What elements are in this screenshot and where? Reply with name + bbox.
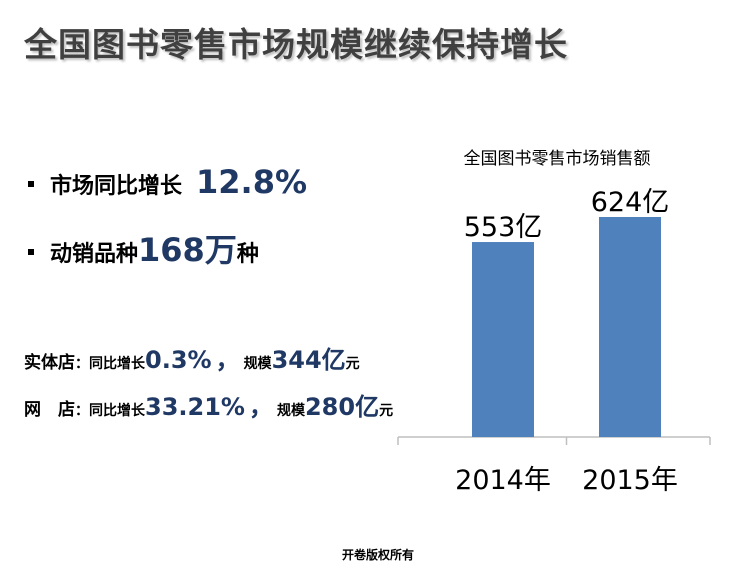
bullet-value: 168万 (138, 231, 237, 269)
scale-label: 规模 (243, 356, 272, 372)
store-type-label: 网 店 (24, 400, 75, 420)
bullet-market-growth: 市场同比增长 12.8% (28, 163, 307, 201)
x-tick-label: 2014年 (455, 465, 551, 496)
bullet-label: 动销品种 (50, 242, 139, 267)
bar-data-label: 624亿 (591, 187, 670, 218)
store-type-label: 实体店 (24, 353, 75, 373)
growth-value: 33.21% (145, 393, 245, 421)
chart-title: 全国图书零售市场销售额 (464, 149, 651, 169)
growth-label: 同比增长 (89, 403, 145, 419)
colon: ： (75, 356, 89, 372)
comma: ， (248, 393, 273, 421)
detail-online-store: 网 店 ： 同比增长 33.21% ， 规模 280亿 元 (24, 387, 393, 422)
bullet-value: 12.8% (196, 163, 308, 201)
scale-value: 344亿 (271, 346, 346, 374)
scale-label: 规模 (276, 403, 305, 419)
growth-label: 同比增长 (89, 356, 145, 372)
bar-2014年 (472, 242, 534, 437)
bar-data-label: 553亿 (464, 212, 543, 243)
x-tick-label: 2015年 (582, 465, 678, 496)
bars-group: 553亿 2014年 624亿 2015年 (397, 187, 711, 496)
bullet-square-icon (28, 181, 34, 187)
page-title: 全国图书零售市场规模继续保持增长 (24, 25, 568, 64)
bullet-unit: 种 (236, 242, 259, 267)
bullet-square-icon (28, 249, 34, 255)
growth-value: 0.3% (145, 346, 212, 374)
scale-unit: 元 (379, 403, 394, 419)
copyright-footer: 开卷版权所有 (341, 548, 414, 562)
detail-physical-store: 实体店 ： 同比增长 0.3% ， 规模 344亿 元 (24, 340, 360, 375)
colon: ： (75, 403, 89, 419)
comma: ， (215, 346, 240, 374)
scale-value: 280亿 (304, 393, 380, 421)
scale-unit: 元 (345, 356, 360, 372)
bullet-active-titles: 动销品种 168万 种 (28, 225, 259, 271)
sales-bar-chart: 全国图书零售市场销售额 553亿 2014年 624亿 2015年 (397, 149, 711, 496)
bullet-label: 市场同比增长 (50, 174, 183, 199)
bar-2015年 (599, 217, 661, 437)
